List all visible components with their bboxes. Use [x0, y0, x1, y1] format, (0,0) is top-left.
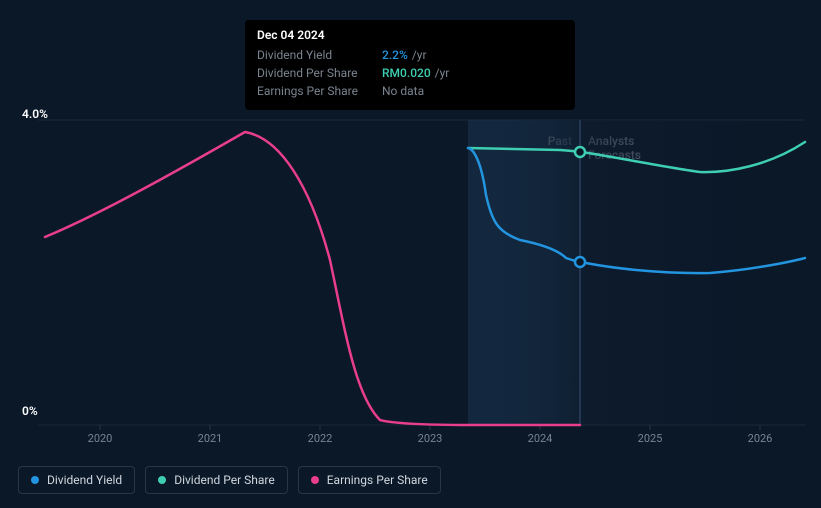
legend-item-label: Dividend Yield	[47, 473, 122, 487]
tooltip-date: Dec 04 2024	[257, 28, 563, 42]
legend-item-label: Dividend Per Share	[174, 473, 275, 487]
chart-legend: Dividend Yield Dividend Per Share Earnings…	[18, 466, 441, 494]
legend-dot-icon	[158, 476, 166, 484]
legend-dot-icon	[31, 476, 39, 484]
x-axis-tick-label: 2020	[88, 432, 113, 445]
x-axis-tick-label: 2024	[528, 432, 553, 445]
tooltip-metric-label: Dividend Per Share	[257, 66, 382, 80]
legend-item-label: Earnings Per Share	[327, 473, 428, 487]
tooltip-metric-unit: /yr	[435, 66, 450, 80]
line-chart	[0, 100, 821, 460]
x-axis-tick-label: 2022	[308, 432, 333, 445]
tooltip-nodata: No data	[382, 84, 424, 98]
legend-item[interactable]: Dividend Per Share	[145, 466, 288, 494]
tooltip-row: Dividend Yield2.2% /yr	[257, 48, 563, 62]
legend-dot-icon	[311, 476, 319, 484]
x-axis-tick-label: 2021	[198, 432, 223, 445]
legend-item[interactable]: Dividend Yield	[18, 466, 135, 494]
x-axis-tick-label: 2026	[748, 432, 773, 445]
x-axis-tick-label: 2023	[418, 432, 443, 445]
x-axis-labels: 2020 2021 2022 2023 2024 2025 2026	[0, 432, 821, 452]
tooltip-row: Dividend Per ShareRM0.020/yr	[257, 66, 563, 80]
tooltip-metric-label: Earnings Per Share	[257, 84, 382, 98]
x-axis-tick-label: 2025	[638, 432, 663, 445]
chart-tooltip: Dec 04 2024 Dividend Yield2.2%/yrDividen…	[245, 20, 575, 110]
dividend-yield-marker	[575, 257, 585, 267]
dividend-per-share-marker	[575, 147, 585, 157]
tooltip-metric-value: 2.2%	[382, 48, 408, 62]
tooltip-metric-unit: /yr	[412, 48, 427, 62]
tooltip-metric-value: RM0.020	[382, 66, 431, 80]
tooltip-metric-label: Dividend Yield	[257, 48, 382, 62]
tooltip-row: Earnings Per ShareNo data	[257, 84, 563, 98]
legend-item[interactable]: Earnings Per Share	[298, 466, 441, 494]
